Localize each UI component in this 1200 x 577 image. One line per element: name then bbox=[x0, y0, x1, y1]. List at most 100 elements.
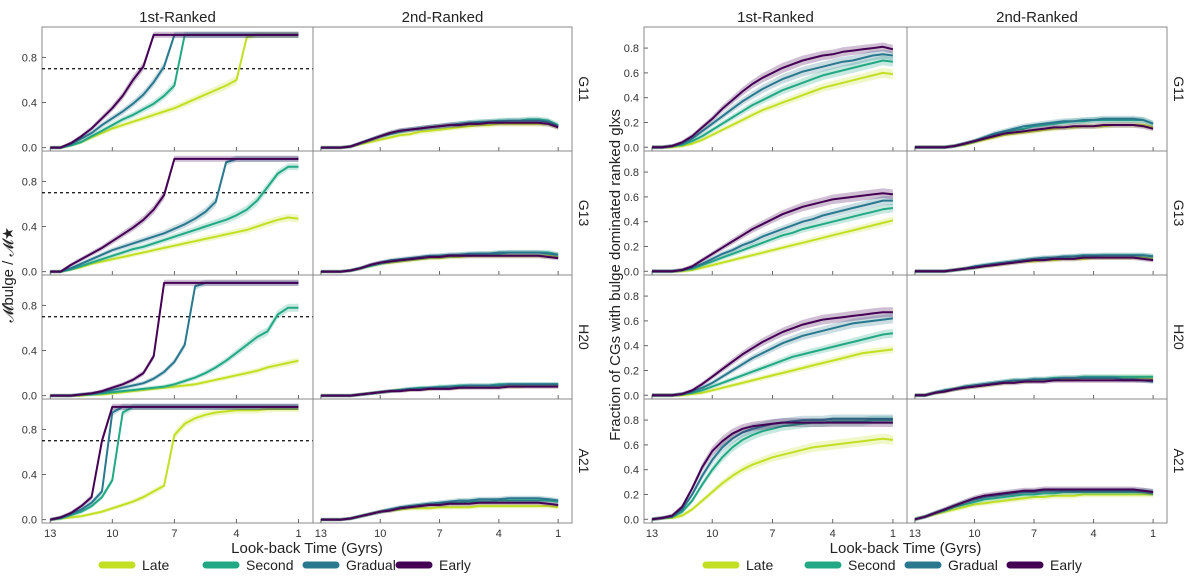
y-tick-label: 0.4 bbox=[22, 98, 37, 110]
series-band-early bbox=[652, 307, 893, 398]
series-band-early bbox=[652, 188, 893, 274]
y-tick-label: 0.0 bbox=[22, 391, 37, 403]
series-band-late bbox=[652, 433, 893, 522]
panel-frame bbox=[312, 398, 573, 524]
legend-label-second: Second bbox=[246, 557, 293, 573]
y-tick-label: 0.0 bbox=[22, 143, 37, 155]
panel-frame bbox=[312, 274, 573, 400]
x-tick-label: 7 bbox=[171, 528, 177, 540]
y-tick-label: 0.0 bbox=[624, 142, 639, 154]
series-band-early bbox=[914, 122, 1154, 150]
y-tick-label: 0.4 bbox=[22, 470, 37, 482]
legend-label-gradual: Gradual bbox=[948, 557, 998, 573]
group-strip-label: G13 bbox=[1171, 200, 1187, 227]
panel-frame bbox=[906, 398, 1168, 524]
panel-frame bbox=[41, 26, 314, 152]
x-tick-label: 7 bbox=[436, 528, 442, 540]
y-tick-label: 0.8 bbox=[624, 43, 639, 55]
legend-label-gradual: Gradual bbox=[346, 557, 396, 573]
y-tick-label: 0.0 bbox=[624, 514, 639, 526]
series-line-late bbox=[651, 437, 894, 521]
series-line-gradual bbox=[652, 53, 894, 149]
y-tick-label: 0.0 bbox=[22, 267, 37, 279]
column-title-first-right: 1st-Ranked bbox=[737, 9, 814, 26]
series-band-gradual bbox=[50, 403, 299, 522]
x-tick-label: 1 bbox=[295, 528, 301, 540]
y-tick-label: 0.6 bbox=[624, 192, 639, 204]
series-line-late bbox=[652, 348, 894, 397]
y-tick-label: 0.6 bbox=[624, 440, 639, 452]
series-line-gradual bbox=[652, 317, 894, 397]
series-line-early bbox=[914, 256, 1154, 273]
legend-label-second: Second bbox=[848, 557, 895, 573]
y-tick-label: 0.4 bbox=[22, 222, 37, 234]
series-line-gradual bbox=[652, 199, 893, 273]
legend-label-early: Early bbox=[439, 557, 471, 573]
series-line-late bbox=[50, 359, 299, 397]
x-tick-label: 1 bbox=[555, 528, 561, 540]
x-tick-label: 4 bbox=[496, 528, 502, 540]
x-tick-label: 10 bbox=[706, 528, 718, 540]
panel-frame bbox=[41, 274, 314, 400]
series-line-second bbox=[652, 207, 894, 273]
x-tick-label: 7 bbox=[1031, 528, 1037, 540]
series-band-late bbox=[652, 68, 893, 150]
series-line-late bbox=[914, 493, 1154, 521]
legend-label-late: Late bbox=[746, 557, 773, 573]
x-tick-label: 4 bbox=[1091, 528, 1097, 540]
series-line-early bbox=[914, 379, 1154, 397]
column-title-second-left: 2nd-Ranked bbox=[402, 9, 484, 26]
column-title-second-right: 2nd-Ranked bbox=[996, 9, 1078, 26]
x-tick-label: 1 bbox=[890, 528, 896, 540]
series-line-early bbox=[50, 405, 299, 521]
series-line-early bbox=[320, 121, 559, 149]
series-band-late bbox=[320, 503, 559, 522]
group-strip-label: H20 bbox=[1171, 324, 1187, 350]
y-tick-label: 0.8 bbox=[624, 291, 639, 303]
y-tick-label: 0.4 bbox=[624, 341, 639, 353]
series-band-early bbox=[50, 155, 299, 274]
y-tick-label: 0.4 bbox=[624, 465, 639, 477]
group-strip-label: A21 bbox=[1171, 449, 1187, 474]
group-strip-label: A21 bbox=[576, 449, 592, 474]
legend-label-late: Late bbox=[142, 557, 169, 573]
series-line-gradual bbox=[50, 281, 299, 397]
series-line-second bbox=[652, 59, 894, 149]
series-line-early bbox=[50, 281, 299, 397]
y-tick-label: 0.4 bbox=[624, 217, 639, 229]
y-tick-label: 0.6 bbox=[624, 316, 639, 328]
y-tick-label: 0.2 bbox=[624, 365, 639, 377]
column-title-first-left: 1st-Ranked bbox=[139, 9, 216, 26]
x-tick-label: 1 bbox=[1150, 528, 1156, 540]
y-tick-label: 0.4 bbox=[22, 346, 37, 358]
series-band-early bbox=[914, 377, 1154, 398]
series-band-early bbox=[914, 255, 1154, 274]
x-tick-label: 13 bbox=[315, 528, 327, 540]
group-strip-label: H20 bbox=[576, 324, 592, 350]
x-tick-label: 13 bbox=[44, 528, 56, 540]
x-axis-label: Look-back Time (Gyrs) bbox=[830, 540, 982, 557]
series-line-second bbox=[652, 332, 894, 397]
series-band-gradual bbox=[652, 195, 893, 274]
series-line-early bbox=[652, 192, 894, 273]
series-line-early bbox=[50, 33, 299, 149]
y-tick-label: 0.0 bbox=[624, 390, 639, 402]
y-tick-label: 0.8 bbox=[624, 167, 639, 179]
x-tick-label: 10 bbox=[106, 528, 118, 540]
series-band-late bbox=[652, 216, 893, 274]
series-line-second bbox=[50, 165, 299, 273]
y-tick-label: 0.0 bbox=[624, 266, 639, 278]
series-line-early bbox=[320, 501, 559, 521]
series-line-early bbox=[651, 421, 893, 521]
x-tick-label: 13 bbox=[646, 528, 658, 540]
y-axis-label: 𝓜bulge / 𝓜★ bbox=[0, 228, 17, 323]
group-strip-label: G11 bbox=[576, 76, 592, 102]
series-line-early bbox=[652, 45, 894, 149]
y-tick-label: 0.8 bbox=[22, 300, 37, 312]
series-line-late bbox=[50, 408, 299, 521]
x-tick-label: 10 bbox=[374, 528, 386, 540]
panel-frame bbox=[312, 26, 573, 152]
x-axis-label: Look-back Time (Gyrs) bbox=[231, 540, 383, 557]
x-tick-label: 7 bbox=[769, 528, 775, 540]
